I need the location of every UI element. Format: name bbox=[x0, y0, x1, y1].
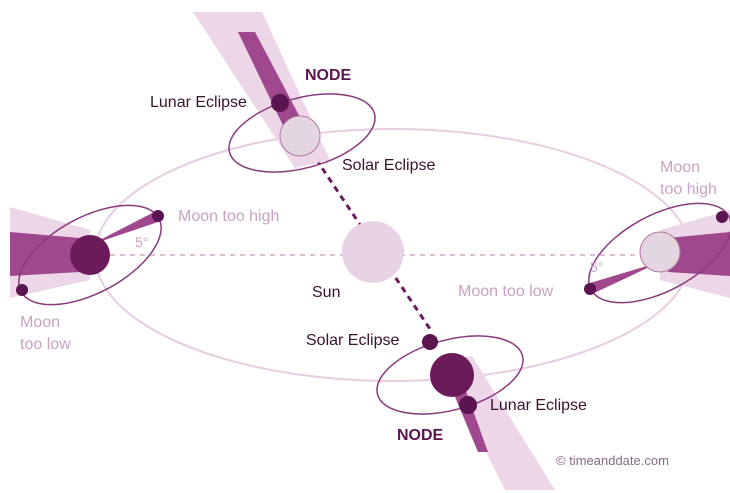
node-label: NODE bbox=[305, 67, 352, 84]
earth bbox=[280, 116, 320, 156]
sun bbox=[342, 221, 404, 283]
angle-label: 5° bbox=[590, 259, 603, 275]
label-line: too high bbox=[660, 181, 717, 198]
moon-label: Moon too low bbox=[20, 314, 71, 353]
eclipse-label: Solar Eclipse bbox=[342, 157, 435, 174]
label-line: Moon bbox=[660, 159, 700, 176]
moon-label: Moon too low bbox=[458, 283, 554, 300]
moon bbox=[271, 94, 289, 112]
earth bbox=[430, 353, 474, 397]
eclipse-label: Lunar Eclipse bbox=[490, 397, 587, 414]
sun-label: Sun bbox=[312, 284, 340, 301]
eclipse-label: Lunar Eclipse bbox=[150, 94, 247, 111]
moon bbox=[459, 396, 477, 414]
moon bbox=[422, 334, 438, 350]
moon-label: Moon too high bbox=[660, 159, 717, 198]
label-line: too low bbox=[20, 336, 71, 353]
moon-label: Moon too high bbox=[178, 208, 279, 225]
earth bbox=[640, 232, 680, 272]
moon bbox=[152, 210, 164, 222]
eclipse-label: Solar Eclipse bbox=[306, 332, 399, 349]
moon bbox=[16, 284, 28, 296]
moon bbox=[584, 283, 596, 295]
label-line: Moon bbox=[20, 314, 60, 331]
node-label: NODE bbox=[397, 427, 444, 444]
credit: © timeanddate.com bbox=[556, 453, 669, 468]
earth bbox=[70, 235, 110, 275]
moon bbox=[716, 211, 728, 223]
angle-label: 5° bbox=[135, 234, 148, 250]
diagram: NODE Lunar Eclipse Solar Eclipse Moon to… bbox=[0, 0, 730, 493]
shadow-cone bbox=[10, 232, 80, 276]
